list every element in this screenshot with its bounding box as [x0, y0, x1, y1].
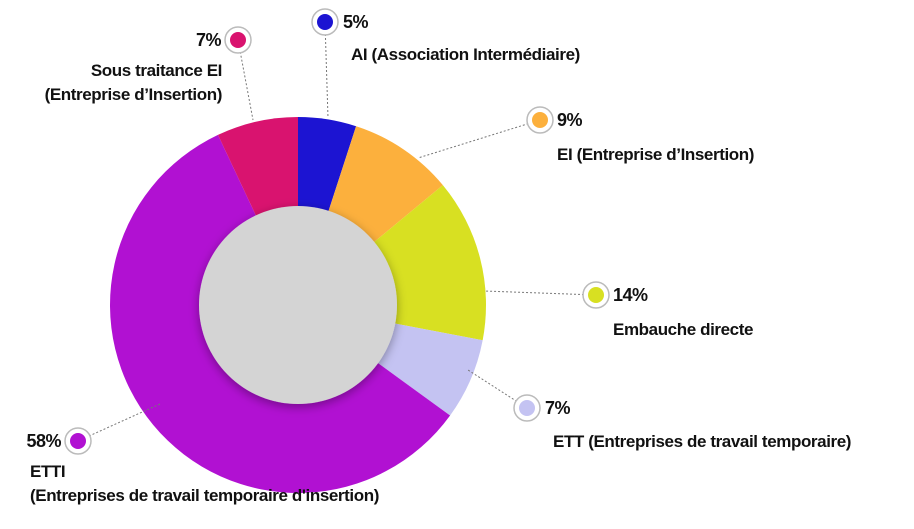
callout-dot	[519, 400, 535, 416]
category-label: EI (Entreprise d’Insertion)	[557, 145, 755, 164]
leader-line	[417, 119, 541, 159]
callout-dot	[230, 32, 246, 48]
value-label: 7%	[196, 30, 222, 50]
category-label: ETTI (Entreprises de travail temporaire …	[30, 462, 379, 505]
value-label: 5%	[343, 12, 369, 32]
callout-dot	[588, 287, 604, 303]
callout-dot	[317, 14, 333, 30]
leader-line	[324, 21, 329, 119]
callout-dot	[532, 112, 548, 128]
category-label: Embauche directe	[613, 320, 754, 339]
value-label: 58%	[26, 431, 61, 451]
donut-hole	[199, 206, 397, 404]
value-label: 9%	[557, 110, 583, 130]
leader-line	[483, 290, 597, 296]
category-label: Sous traitance EI (Entreprise d’Insertio…	[44, 61, 223, 104]
value-label: 14%	[613, 285, 648, 305]
leader-line	[77, 403, 161, 442]
category-label: AI (Association Intermédiaire)	[351, 45, 580, 64]
callout-dot	[70, 433, 86, 449]
value-label: 7%	[545, 398, 571, 418]
category-label: ETT (Entreprises de travail temporaire)	[553, 432, 852, 451]
